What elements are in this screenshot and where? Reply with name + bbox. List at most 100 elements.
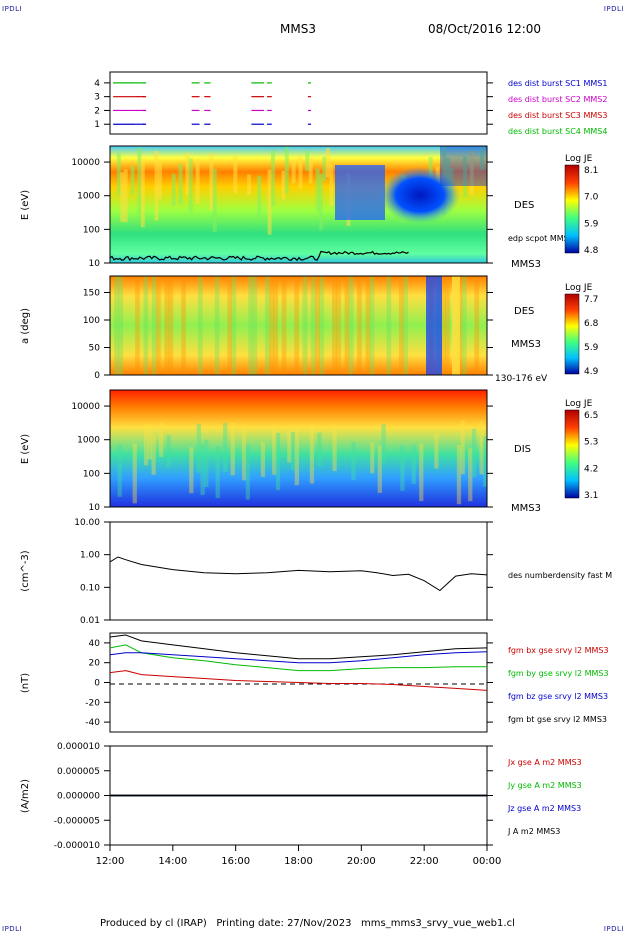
burst-panel-frame bbox=[109, 71, 488, 135]
y-tick-label: 40 bbox=[89, 639, 101, 649]
pitch-stripe bbox=[336, 276, 341, 375]
pitch-spectrogram-fill bbox=[110, 276, 487, 375]
dis-stripe bbox=[241, 426, 247, 481]
pitch-stripe bbox=[151, 276, 157, 375]
burst-legend-entry: des dist burst SC1 MMS1 bbox=[508, 79, 607, 88]
pitch-stripe bbox=[357, 276, 362, 375]
dis-stripe bbox=[275, 432, 281, 490]
current-legend-entry: Jx gse A m2 MMS3 bbox=[507, 758, 582, 767]
des-stripe bbox=[171, 173, 176, 206]
dis-sub-label: MMS3 bbox=[511, 503, 541, 514]
current-legend-entry: Jz gse A m2 MMS3 bbox=[507, 804, 581, 813]
dis-stripe bbox=[117, 444, 122, 497]
des-stripe bbox=[137, 147, 142, 215]
y-tick-label: 100 bbox=[83, 225, 100, 235]
des-energy-frame bbox=[109, 145, 488, 264]
burst-panel: 1 2 3 4 des dist burst SC1 MMS1 des dist bur… bbox=[94, 71, 607, 136]
y-tick-label: 1.00 bbox=[80, 551, 100, 561]
pitch-stripe bbox=[273, 276, 279, 375]
density-frame bbox=[109, 521, 488, 621]
y-tick-label: 0.10 bbox=[80, 583, 100, 593]
current-panel: -0.000010 -0.000005 0.000000 0.000005 0.0000… bbox=[54, 742, 582, 851]
dis-stripe bbox=[468, 448, 473, 502]
colorbar-tick-label: 6.8 bbox=[584, 319, 599, 329]
dis-stripe bbox=[351, 441, 356, 481]
des-stripe bbox=[267, 169, 272, 235]
y-tick-label: 0 bbox=[94, 679, 100, 689]
des-stripe bbox=[188, 158, 193, 213]
colorbar-title: Log JE bbox=[565, 283, 593, 293]
pitch-energy-range: 130-176 eV bbox=[495, 374, 548, 384]
dis-stripe bbox=[411, 445, 416, 484]
des-stripe bbox=[157, 162, 162, 199]
dis-stripe bbox=[370, 442, 375, 474]
density-series-line bbox=[109, 556, 488, 592]
y-axis-label: E (eV) bbox=[20, 190, 31, 220]
x-tick-label: 14:00 bbox=[158, 856, 187, 867]
des-stripe bbox=[469, 150, 474, 196]
dis-stripe bbox=[419, 443, 424, 502]
pitch-stripe bbox=[227, 276, 232, 375]
current-legend-entry: Jy gse A m2 MMS3 bbox=[507, 781, 582, 790]
dis-stripe bbox=[287, 428, 292, 463]
des-stripe bbox=[463, 156, 467, 198]
des-stripe bbox=[257, 175, 262, 219]
des-pitch-panel: 0 50 100 150 DES MMS3 130-176 eV bbox=[83, 275, 548, 384]
des-low-flux-region bbox=[335, 165, 385, 220]
pitch-stripe bbox=[319, 276, 325, 375]
pitch-stripe bbox=[365, 276, 371, 375]
colorbar bbox=[564, 409, 580, 499]
dis-stripe bbox=[200, 443, 205, 496]
pitch-stripe bbox=[135, 276, 140, 375]
pitch-stripe bbox=[344, 276, 350, 375]
des-stripe bbox=[480, 146, 485, 170]
pitch-stripe bbox=[156, 276, 161, 375]
des-stripe bbox=[308, 158, 313, 184]
pitch-stripe bbox=[445, 276, 450, 375]
dis-stripe bbox=[260, 441, 266, 477]
y-tick-label: 4 bbox=[94, 79, 100, 89]
scpot-label: edp scpot MMS3 bbox=[508, 234, 574, 243]
bfield-series-line bbox=[109, 670, 488, 691]
y-axis-label: (nT) bbox=[20, 673, 31, 693]
pitch-stripe bbox=[269, 276, 274, 375]
pitch-frame bbox=[109, 275, 488, 376]
des-stripe bbox=[185, 152, 190, 196]
pitch-sub-label: MMS3 bbox=[511, 339, 541, 350]
y-tick-label: 10 bbox=[89, 503, 101, 513]
bfield-panel: -40 -20 0 20 40 fgm bx gse srvy l2 MMS3 fgm b… bbox=[85, 632, 609, 733]
pitch-stripe bbox=[386, 276, 392, 375]
colorbar-tick-label: 4.8 bbox=[584, 246, 599, 256]
x-tick-label: 22:00 bbox=[410, 856, 439, 867]
pitch-low-flux-band bbox=[426, 276, 442, 375]
burst-legend-entry: des dist burst SC4 MMS4 bbox=[508, 127, 607, 136]
y-tick-label: 150 bbox=[83, 289, 100, 299]
date-time-title: 08/Oct/2016 12:00 bbox=[428, 22, 542, 36]
des-stripe bbox=[233, 155, 238, 194]
pitch-stripe bbox=[399, 276, 404, 375]
dis-stripe bbox=[479, 421, 484, 475]
dis-frame bbox=[109, 389, 488, 508]
x-tick-label: 16:00 bbox=[221, 856, 250, 867]
dis-stripe bbox=[456, 444, 462, 505]
density-legend: des numberdensity fast M bbox=[508, 571, 612, 580]
des-stripe bbox=[284, 146, 289, 194]
dis-stripe bbox=[434, 433, 439, 469]
des-energy-panel: 10 100 1000 10000 DES edp scpot MMS3 MMS3 bbox=[71, 145, 574, 270]
y-tick-label: 10000 bbox=[71, 158, 100, 168]
corner-mark-top-left: IPDLI bbox=[2, 5, 23, 13]
y-axis-label: E (eV) bbox=[20, 434, 31, 464]
y-tick-label: 2 bbox=[94, 106, 100, 116]
dis-stripe bbox=[332, 425, 337, 471]
corner-mark-top-right: IPDLI bbox=[603, 5, 624, 13]
pitch-stripe bbox=[369, 276, 375, 375]
x-tick-label: 18:00 bbox=[284, 856, 313, 867]
pitch-stripe bbox=[197, 276, 203, 375]
des-stripe bbox=[305, 150, 310, 171]
y-tick-label: 100 bbox=[83, 316, 100, 326]
footer-credits: Produced by cl (IRAP) Printing date: 27/… bbox=[100, 918, 515, 929]
y-tick-label: 1000 bbox=[77, 436, 100, 446]
y-axis-label: a (deg) bbox=[20, 308, 31, 344]
des-stripe bbox=[178, 164, 183, 205]
